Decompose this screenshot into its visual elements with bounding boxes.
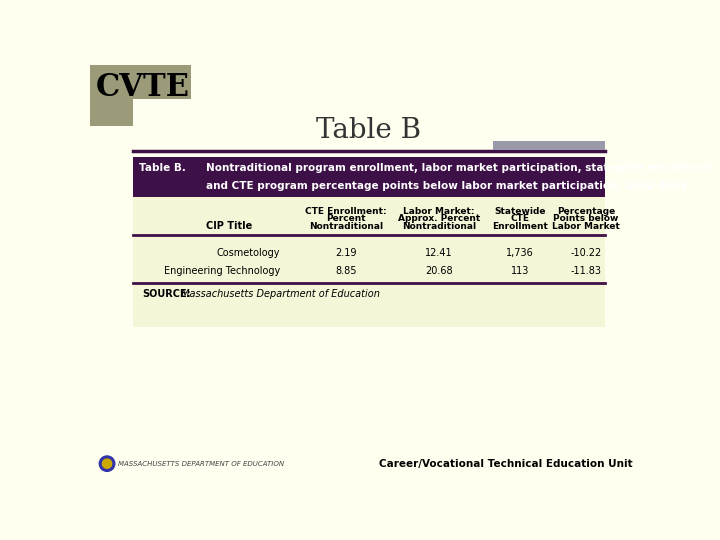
FancyBboxPatch shape [132, 99, 191, 126]
Text: Points below: Points below [553, 214, 618, 224]
Text: Table B: Table B [316, 117, 422, 144]
FancyBboxPatch shape [132, 197, 606, 327]
Text: 2.19: 2.19 [335, 248, 356, 258]
Text: Percent: Percent [326, 214, 366, 224]
Text: Table B.: Table B. [139, 164, 186, 173]
Text: CTE: CTE [510, 214, 530, 224]
Text: Enrollment: Enrollment [492, 222, 548, 231]
Text: -11.83: -11.83 [570, 266, 601, 276]
Text: Nontraditional program enrollment, labor market participation, statewide enrollm: Nontraditional program enrollment, labor… [206, 164, 712, 173]
Text: CVTE: CVTE [96, 72, 190, 103]
Text: 8.85: 8.85 [335, 266, 356, 276]
Circle shape [99, 456, 114, 471]
Text: Approx. Percent: Approx. Percent [397, 214, 480, 224]
Text: Nontraditional: Nontraditional [309, 222, 383, 231]
Text: Labor Market: Labor Market [552, 222, 620, 231]
Text: -10.22: -10.22 [570, 248, 602, 258]
Text: Percentage: Percentage [557, 207, 615, 215]
FancyBboxPatch shape [493, 141, 606, 150]
Text: 12.41: 12.41 [425, 248, 453, 258]
Text: 20.68: 20.68 [425, 266, 453, 276]
Text: CIP Title: CIP Title [207, 221, 253, 231]
Text: Nontraditional: Nontraditional [402, 222, 476, 231]
Text: CTE Enrollment:: CTE Enrollment: [305, 207, 387, 215]
Text: 1,736: 1,736 [506, 248, 534, 258]
Text: Labor Market:: Labor Market: [403, 207, 474, 215]
Text: Career/Vocational Technical Education Unit: Career/Vocational Technical Education Un… [379, 458, 632, 469]
Text: 113: 113 [511, 266, 529, 276]
Text: Statewide: Statewide [495, 207, 546, 215]
Text: and CTE program percentage points below labor market participation: 2002-2003: and CTE program percentage points below … [206, 181, 688, 191]
Text: Engineering Technology: Engineering Technology [163, 266, 280, 276]
Text: Massachusetts Department of Education: Massachusetts Department of Education [179, 289, 380, 299]
FancyBboxPatch shape [132, 157, 606, 197]
Text: SOURCE:: SOURCE: [143, 289, 192, 299]
Circle shape [102, 459, 112, 468]
Text: MASSACHUSETTS DEPARTMENT OF EDUCATION: MASSACHUSETTS DEPARTMENT OF EDUCATION [118, 461, 284, 467]
FancyBboxPatch shape [90, 65, 191, 126]
Text: Cosmetology: Cosmetology [217, 248, 280, 258]
